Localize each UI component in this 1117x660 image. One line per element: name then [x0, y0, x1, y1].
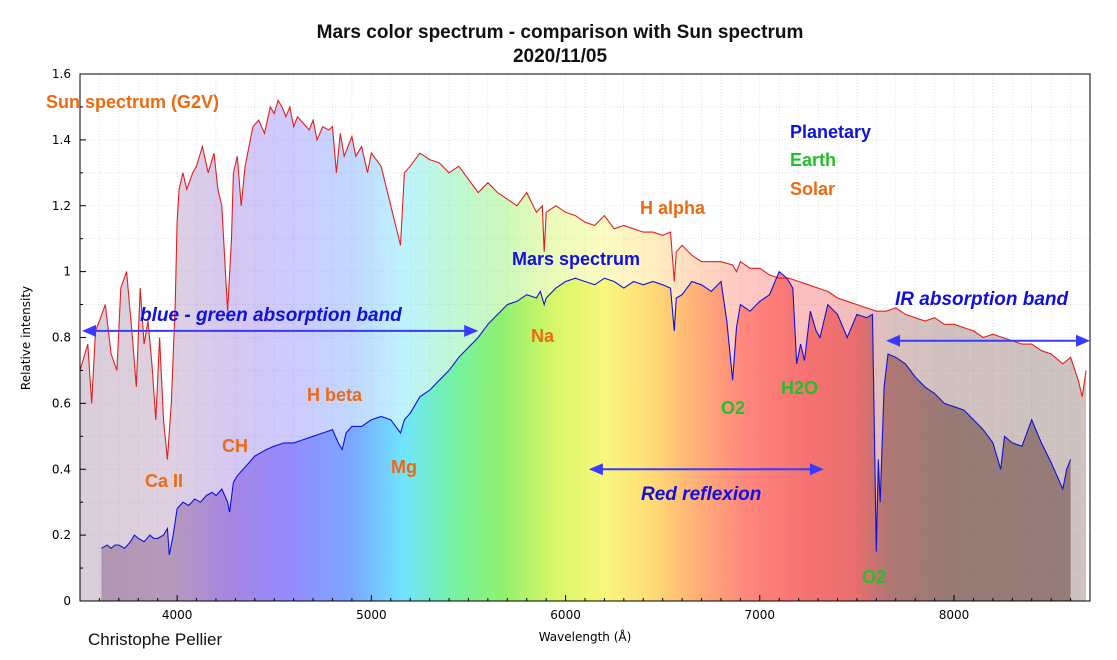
blue-green-band-label: blue - green absorption band: [140, 305, 402, 326]
y-tick-label: 0: [63, 594, 71, 608]
h-beta-label: H beta: [307, 385, 363, 405]
x-tick-label: 4000: [162, 608, 193, 622]
range-arrow-head-right: [1076, 334, 1090, 347]
chart-title: Mars color spectrum - comparison with Su…: [317, 22, 804, 43]
author-credit: Christophe Pellier: [88, 630, 223, 649]
y-tick-label: 0.2: [52, 528, 71, 542]
o2-label-b: O2: [862, 567, 886, 587]
y-axis-label: Relative intensity: [19, 286, 33, 390]
range-arrow-head-right: [464, 324, 479, 337]
x-axis-label: Wavelength (Å): [539, 629, 632, 644]
range-arrow-head-right: [809, 463, 824, 476]
y-tick-label: 1: [63, 265, 71, 279]
x-tick-label: 8000: [939, 608, 970, 622]
annotations: Sun spectrum (G2V) Planetary Earth Solar…: [46, 92, 1069, 587]
legend-earth: Earth: [790, 150, 836, 170]
ch-label: CH: [222, 436, 248, 456]
x-tick-label: 6000: [550, 608, 581, 622]
sun-spectrum-line: [80, 99, 1087, 460]
ir-band-label: IR absorption band: [895, 289, 1069, 310]
mars-spectrum-label: Mars spectrum: [512, 249, 640, 269]
y-tick-label: 0.8: [52, 331, 71, 345]
range-arrows: [82, 324, 1090, 476]
ca-ii-label: Ca II: [145, 471, 183, 491]
y-tick-label: 0.4: [52, 462, 71, 476]
range-arrow-head-left: [82, 324, 96, 337]
x-tick-label: 5000: [356, 608, 387, 622]
x-tick-label: 7000: [745, 608, 776, 622]
na-label: Na: [531, 326, 555, 346]
h2o-label: H2O: [781, 378, 818, 398]
chart-subtitle: 2020/11/05: [513, 46, 607, 67]
mars-spectrum-area: [101, 271, 1071, 601]
y-tick-label: 0.6: [52, 396, 71, 410]
mars-spectrum-line: [101, 270, 1072, 556]
h-alpha-label: H alpha: [640, 198, 706, 218]
o2-label-a: O2: [721, 398, 745, 418]
legend-planetary: Planetary: [790, 122, 871, 142]
y-tick-label: 1.2: [52, 199, 71, 213]
range-arrow-head-left: [886, 334, 901, 347]
range-arrow-head-left: [588, 463, 603, 476]
legend-solar: Solar: [790, 179, 835, 199]
sun-spectrum-label: Sun spectrum (G2V): [46, 92, 219, 112]
red-reflexion-label: Red reflexion: [641, 484, 761, 505]
y-tick-label: 1.4: [52, 133, 71, 147]
y-tick-label: 1.6: [52, 67, 71, 81]
mg-label: Mg: [391, 457, 417, 477]
axis-ticks: 4000 5000 6000 7000 8000 0 0.2 0.4 0.6 0.8 1 1.2 1.4…: [52, 67, 1091, 622]
